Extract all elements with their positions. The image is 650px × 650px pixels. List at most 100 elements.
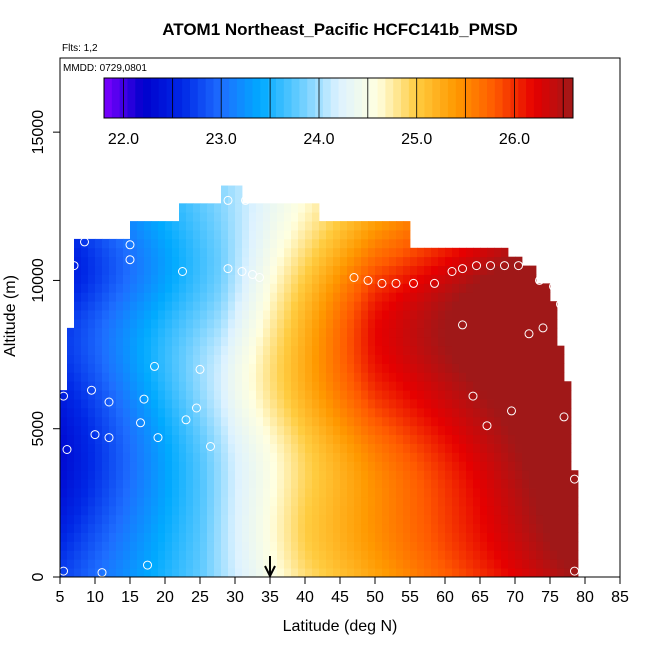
heatmap-cell [186,390,194,400]
colorbar-gradient-step [283,78,292,118]
heatmap-cell [221,399,229,409]
heatmap-cell [340,407,348,418]
heatmap-cell [340,274,348,284]
heatmap-cell [480,514,488,525]
heatmap-cell [382,568,390,578]
heatmap-cell [494,541,502,551]
heatmap-cell [382,274,390,284]
heatmap-cell [410,568,418,578]
colorbar-gradient-step [424,78,433,118]
heatmap-cell [389,247,397,258]
heatmap-cell [389,559,397,569]
heatmap-cell [522,283,530,293]
heatmap-cell [557,461,565,471]
heatmap-cell [312,550,320,560]
heatmap-cell [284,496,292,507]
heatmap-cell [263,283,271,293]
heatmap-cell [249,550,257,560]
heatmap-cell [109,318,117,329]
heatmap-cell [277,363,285,373]
heatmap-cell [109,523,117,533]
heatmap-cell [333,238,341,249]
heatmap-cell [81,399,89,409]
heatmap-cell [123,327,131,338]
heatmap-cell [340,425,348,436]
heatmap-cell [242,514,250,525]
heatmap-cell [452,256,460,266]
heatmap-cell [501,532,509,542]
heatmap-cell [67,345,75,355]
heatmap-cell [326,292,334,302]
heatmap-cell [536,327,544,338]
heatmap-cell [375,381,383,391]
heatmap-cell [165,550,173,560]
heatmap-cell [417,390,425,400]
heatmap-cell [130,416,138,427]
heatmap-cell [494,479,502,489]
heatmap-cell [158,247,166,258]
heatmap-cell [557,443,565,453]
heatmap-cell [158,318,166,329]
heatmap-cell [354,399,362,409]
heatmap-cell [179,505,187,516]
heatmap-cell [249,212,257,222]
heatmap-cell [557,568,565,578]
heatmap-cell [564,416,572,427]
heatmap-cell [480,390,488,400]
heatmap-cell [207,265,215,275]
heatmap-cell [319,372,327,382]
heatmap-cell [480,550,488,560]
heatmap-cell [445,407,453,418]
heatmap-cell [340,247,348,258]
heatmap-cell [494,550,502,560]
heatmap-cell [368,318,376,329]
heatmap-cell [242,496,250,507]
heatmap-cell [60,443,68,453]
heatmap-cell [158,523,166,533]
heatmap-cell [564,425,572,436]
heatmap-cell [158,336,166,347]
heatmap-cell [123,310,131,320]
heatmap-cell [361,221,369,231]
heatmap-cell [228,559,236,569]
heatmap-cell [305,488,313,498]
heatmap-cell [207,399,215,409]
heatmap-cell [326,327,334,338]
heatmap-cell [375,514,383,525]
heatmap-cell [67,488,75,498]
colorbar-gradient-step [189,78,199,118]
heatmap-cell [130,532,138,542]
heatmap-cell [186,327,194,338]
heatmap-cell [424,301,432,311]
heatmap-cell [438,292,446,302]
heatmap-cell [144,221,152,231]
sample-point [241,195,250,205]
heatmap-cell [179,407,187,418]
heatmap-cell [179,399,187,409]
heatmap-cell [270,292,278,302]
heatmap-cell [130,452,138,462]
heatmap-cell [284,238,292,249]
heatmap-cell [95,514,103,525]
heatmap-cell [522,399,530,409]
heatmap-cell [431,363,439,373]
heatmap-cell [144,532,152,542]
heatmap-cell [361,541,369,551]
heatmap-cell [298,550,306,560]
heatmap-cell [270,327,278,338]
heatmap-cell [263,336,271,347]
heatmap-cell [270,390,278,400]
heatmap-cell [235,541,243,551]
x-tick-label: 75 [541,589,559,606]
heatmap-cell [158,470,166,480]
heatmap-cell [144,488,152,498]
heatmap-cell [326,345,334,355]
heatmap-cell [270,496,278,507]
heatmap-cell [165,301,173,311]
heatmap-cell [60,479,68,489]
heatmap-cell [515,292,523,302]
heatmap-cell [228,496,236,507]
heatmap-cell [529,434,537,444]
heatmap-cell [340,550,348,560]
heatmap-cell [214,274,222,284]
